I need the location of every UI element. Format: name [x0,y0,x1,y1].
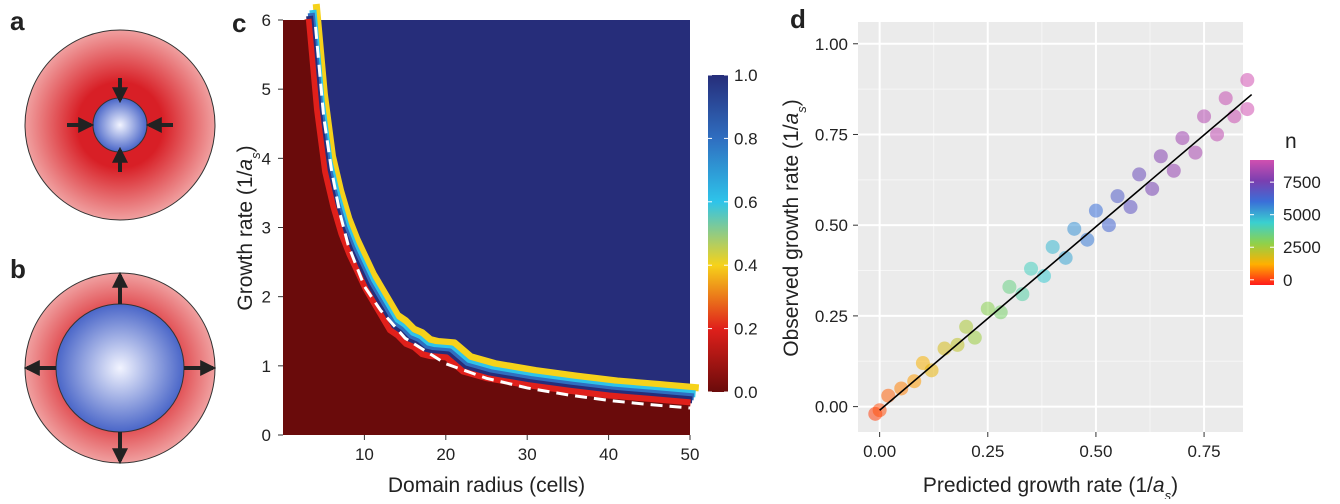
point [967,330,982,345]
colorbar-tick-label: 0.8 [734,129,758,148]
colorbar-tick-label: 0.4 [734,256,758,275]
y-tick-label: 2 [262,288,271,307]
colorbar-tick-label: 0.0 [734,383,758,402]
point [1037,268,1052,283]
point [924,363,939,378]
point [1110,189,1125,204]
y-tick-label: 1.00 [815,35,848,54]
point [993,305,1008,320]
point [937,341,952,356]
panel-b [23,271,217,465]
point [1197,109,1212,124]
y-tick-label: 5 [262,80,271,99]
colorbar-tick-label: 0.2 [734,320,758,339]
panel-label: c [232,8,246,38]
point [1123,200,1138,215]
x-tick-label: 0.00 [863,442,896,461]
colorbar-tick-label: 5000 [1283,206,1321,225]
y-tick-label: 4 [262,149,271,168]
point [1153,149,1168,164]
colorbar-tick-label: 7500 [1283,173,1321,192]
colorbar-tick-label: 1.0 [734,66,758,85]
x-tick-label: 20 [436,445,455,464]
fit-line [879,93,1253,411]
x-tick-label: 0.25 [971,442,1004,461]
point [1240,73,1255,88]
reference-curve [314,26,691,410]
y-tick-label: 6 [262,11,271,30]
y-tick-label: 3 [262,219,271,238]
x-axis-label: Domain radius (cells) [388,474,585,497]
point [894,381,909,396]
point [1101,218,1116,233]
axis-label-part: a [780,113,803,125]
colorbar-title: n [1285,130,1297,153]
axis-label-part: a [234,159,257,171]
panel-label: b [10,254,26,284]
point [1188,145,1203,160]
axis-label-part: s [248,152,263,159]
point [1132,167,1147,182]
axis-label: Observed growth rate (1/as) [780,99,809,356]
axis-label-part: Observed growth rate (1/ [780,124,803,356]
x-tick-label: 10 [355,445,374,464]
point [1210,127,1225,142]
colorbar-tick-label: 0.6 [734,193,758,212]
point [1166,163,1181,178]
axis-label: Growth rate (1/as) [234,145,263,310]
y-tick-label: 0.25 [815,307,848,326]
colorbar-tick-label: 2500 [1283,238,1321,257]
point [1067,221,1082,236]
colorbar-tick-label: 0 [1283,271,1292,290]
plot-background [858,22,1243,432]
panel-label: a [10,6,25,36]
x-tick-label: 0.75 [1188,442,1221,461]
colorbar [1250,160,1274,285]
x-tick-label: 50 [681,445,700,464]
point [1015,287,1030,302]
point [980,301,995,316]
point [1045,239,1060,254]
x-tick-label: 0.50 [1079,442,1112,461]
axis-label-part: Growth rate (1/ [234,170,257,310]
boundary-line [305,19,691,406]
y-tick-label: 1 [262,357,271,376]
x-tick-label: 40 [599,445,618,464]
axis-label-part: Predicted growth rate (1/ [923,474,1153,497]
point [881,388,896,403]
y-tick-label: 0.75 [815,125,848,144]
axis-label-part: ) [234,145,257,152]
panel-a [24,29,216,221]
y-tick-label: 0 [262,426,271,445]
y-tick-label: 0.00 [815,398,848,417]
point [1175,131,1190,146]
transition-band [312,3,700,392]
axis-label-part: ) [780,99,803,106]
point [1088,203,1103,218]
point [1002,279,1017,294]
axis-label-part: ) [1171,474,1178,497]
point [1145,181,1160,196]
point [1218,91,1233,106]
y-tick-label: 0.50 [815,216,848,235]
heatmap-low [283,20,690,435]
colorbar [708,75,728,392]
axis-label-part: a [1153,474,1165,497]
point [1227,109,1242,124]
axis-label-part: s [1165,488,1172,500]
panel-label: d [790,4,806,34]
axis-label: Predicted growth rate (1/as) [923,474,1178,499]
point [1240,102,1255,117]
point [1024,261,1039,276]
x-tick-label: 30 [518,445,537,464]
point [959,319,974,334]
axis-label-part: s [794,106,809,113]
